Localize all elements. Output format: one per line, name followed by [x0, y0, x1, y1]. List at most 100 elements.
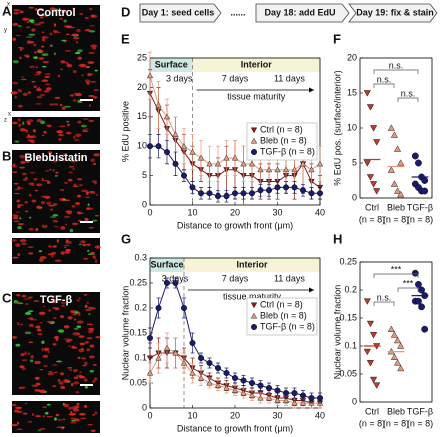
cell [54, 335, 59, 340]
cell [21, 242, 28, 246]
marker [300, 187, 307, 194]
cell [25, 36, 33, 38]
cell [41, 31, 45, 33]
marker [257, 382, 264, 389]
panel-label: F [333, 31, 341, 46]
cell [11, 423, 18, 427]
cell [92, 255, 96, 258]
cell [79, 342, 86, 346]
cell [61, 418, 66, 421]
arrow-head [309, 87, 314, 93]
maturity-label: tissue maturity [223, 291, 282, 301]
cell [65, 339, 71, 343]
legend-box [246, 122, 318, 161]
cell [86, 337, 93, 340]
marker [163, 113, 171, 120]
cell [25, 303, 29, 305]
axis-letter: x [7, 2, 10, 8]
y-tick-label: 0 [352, 396, 357, 406]
marker [197, 374, 205, 381]
cell [17, 25, 22, 27]
cell [53, 226, 59, 228]
cell [51, 254, 54, 258]
x-axis-label: Distance to growth front (μm) [177, 423, 293, 433]
cell [17, 226, 22, 230]
cell [12, 216, 19, 220]
cell [30, 354, 34, 359]
cell [52, 306, 57, 310]
cell [95, 336, 101, 339]
marker [250, 137, 258, 144]
marker [250, 324, 257, 331]
marker [373, 139, 381, 146]
cell [40, 94, 45, 96]
cell [33, 51, 37, 54]
cell [28, 252, 34, 255]
marker [197, 190, 204, 197]
marker [394, 145, 402, 152]
category-points [387, 325, 405, 372]
legend-label: Ctrl (n = 8) [260, 124, 303, 134]
marker [257, 394, 264, 401]
cell [95, 194, 98, 196]
cell [47, 151, 53, 154]
cell [88, 313, 91, 315]
marker [282, 397, 290, 403]
cell [55, 307, 60, 311]
x-axis-label: Distance to growth front (μm) [177, 220, 293, 230]
cell [85, 196, 90, 198]
y-tick-label: 10 [347, 122, 357, 132]
cell [36, 70, 42, 74]
sig-bracket [397, 97, 419, 102]
marker [214, 365, 221, 372]
cell [62, 426, 65, 429]
cell [90, 44, 97, 48]
cell [49, 208, 54, 211]
cell [46, 180, 51, 185]
cell [45, 87, 52, 91]
marker [146, 143, 153, 150]
maturity-label: tissue maturity [227, 91, 286, 101]
panel-title: Control [36, 7, 75, 19]
y-tick-label: 25 [137, 52, 147, 62]
cell [69, 421, 77, 424]
marker [299, 399, 307, 406]
cell [45, 170, 50, 172]
x-tick-label: Ctrl [365, 202, 379, 212]
cell [13, 220, 20, 223]
region-label: Interior [236, 259, 268, 269]
cell [62, 198, 66, 201]
plot-frame [359, 261, 433, 403]
cell [24, 351, 27, 355]
cell [12, 214, 18, 217]
cell [90, 158, 96, 162]
x-tick-label: 0 [147, 410, 152, 420]
cell [50, 300, 57, 304]
region-band [192, 58, 320, 72]
marker [248, 160, 256, 167]
cell [35, 382, 41, 386]
cell [28, 341, 34, 344]
cell [23, 298, 31, 300]
cell [76, 320, 84, 324]
cell [14, 140, 20, 143]
cell [69, 228, 74, 233]
cell [21, 47, 25, 50]
cell [19, 10, 24, 14]
category-note: (n = 8) [383, 418, 409, 428]
category-note: (n = 8) [359, 214, 385, 224]
marker [363, 298, 371, 305]
marker [146, 355, 154, 362]
marker [248, 392, 256, 398]
cell [41, 225, 48, 229]
cell [59, 125, 66, 128]
marker [206, 379, 213, 386]
cell [90, 429, 96, 432]
cell [54, 96, 61, 99]
cell [46, 201, 52, 205]
cell [28, 19, 35, 22]
marker [397, 159, 405, 166]
cell [35, 415, 41, 418]
cell [49, 253, 52, 256]
panel-label: A [2, 3, 12, 18]
